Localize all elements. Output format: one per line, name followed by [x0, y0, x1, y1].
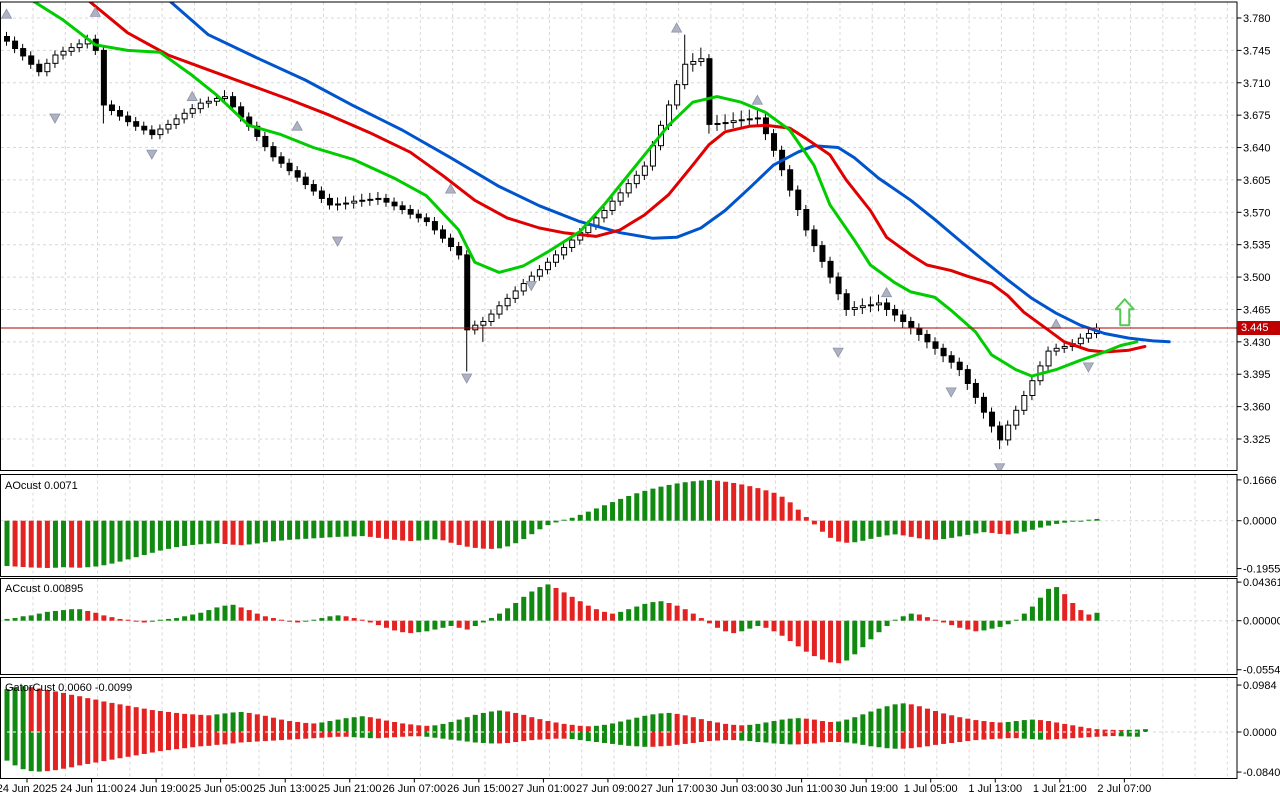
- up-fractal-icon: [751, 94, 764, 105]
- down-fractal-icon: [49, 113, 61, 124]
- buy-signal-arrow-icon: [1114, 298, 1135, 327]
- up-fractal-icon: [1050, 318, 1062, 329]
- up-fractal-icon: [186, 90, 198, 101]
- price-axis-label: 3.500: [1243, 272, 1271, 284]
- ao-axis-label: 0.1666: [1243, 475, 1277, 487]
- price-axis-label: 3.535: [1243, 240, 1271, 252]
- time-axis-label: 1 Jul 13:00: [968, 783, 1022, 795]
- down-fractal-icon: [832, 347, 844, 358]
- up-fractal-icon: [291, 120, 303, 131]
- price-axis-label: 3.745: [1243, 45, 1271, 57]
- price-axis-label: 3.710: [1243, 78, 1271, 90]
- alligator-jaw-line: [168, 2, 1171, 344]
- ao-axis-label: -0.1955: [1243, 564, 1280, 576]
- gator-axis-label: 0.0984: [1243, 680, 1277, 692]
- price-axis-label: 3.465: [1243, 304, 1271, 316]
- time-axis-label: 30 Jun 19:00: [834, 783, 898, 795]
- gator-upper-histogram: [4, 686, 1148, 732]
- current-price-badge: 3.445: [1237, 321, 1280, 335]
- gator-indicator-label: GatorCust 0.0060 -0.0099: [5, 682, 133, 694]
- time-axis-label: 25 Jun 13:00: [253, 783, 317, 795]
- time-axis-label: 26 Jun 15:00: [447, 783, 511, 795]
- up-fractal-icon: [89, 6, 101, 17]
- panel-borders: [0, 1, 1238, 779]
- time-axis-label: 25 Jun 21:00: [318, 783, 382, 795]
- alligator-lips-line: [31, 2, 1139, 378]
- ac-axis-label: 0.04361: [1243, 577, 1280, 589]
- up-fractal-icon: [444, 183, 457, 194]
- time-axis-label: 1 Jul 21:00: [1033, 783, 1087, 795]
- price-axis-label: 3.780: [1243, 13, 1271, 25]
- price-axis-label: 3.640: [1243, 143, 1271, 155]
- ac-axis-label: 0.00000: [1243, 616, 1280, 628]
- up-fractal-icon: [1, 8, 13, 19]
- price-axis[interactable]: 3.780 3.745 3.710 3.675 3.640 3.605 3.570 3.535…: [1237, 13, 1280, 779]
- down-fractal-icon: [146, 149, 158, 160]
- ao-indicator-label: AOcust 0.0071: [5, 480, 78, 492]
- time-axis[interactable]: 24 Jun 2025 24 Jun 11:00 24 Jun 19:00 25 Ju…: [0, 778, 1151, 796]
- time-axis-label: 27 Jun 17:00: [641, 783, 705, 795]
- alligator-teeth-line: [87, 2, 1147, 354]
- down-fractal-icon: [993, 463, 1006, 471]
- down-fractal-icon: [461, 373, 473, 384]
- time-axis-label: 27 Jun 09:00: [576, 783, 640, 795]
- down-fractal-icon: [331, 236, 344, 247]
- time-axis-label: 24 Jun 2025: [0, 783, 57, 795]
- price-axis-label: 3.395: [1243, 369, 1271, 381]
- time-axis-label: 27 Jun 01:00: [512, 783, 576, 795]
- up-fractal-icon: [880, 286, 893, 298]
- candles-layer: [4, 31, 1100, 450]
- fractal-markers: [1, 6, 1095, 471]
- price-axis-label: 3.430: [1243, 337, 1271, 349]
- ac-indicator-label: ACcust 0.00895: [5, 583, 84, 595]
- price-axis-label: 3.570: [1243, 207, 1271, 219]
- price-axis-label: 3.675: [1243, 110, 1271, 122]
- time-axis-label: 25 Jun 05:00: [189, 783, 253, 795]
- up-fractal-icon: [670, 22, 683, 33]
- down-fractal-icon: [525, 281, 537, 292]
- time-axis-label: 24 Jun 11:00: [60, 783, 123, 795]
- price-axis-label: 3.360: [1243, 402, 1271, 414]
- price-panel[interactable]: [1, 0, 1237, 473]
- ao-histogram: [4, 480, 1100, 568]
- price-axis-label: 3.605: [1243, 175, 1271, 187]
- down-fractal-icon: [1082, 362, 1095, 373]
- time-axis-label: 2 Jul 07:00: [1097, 783, 1151, 795]
- time-axis-label: 30 Jun 03:00: [705, 783, 769, 795]
- gator-axis-label: -0.0840: [1243, 767, 1280, 779]
- time-axis-label: 30 Jun 11:00: [770, 783, 833, 795]
- gator-lower-histogram: [4, 732, 1140, 772]
- ao-axis-label: 0.0000: [1243, 516, 1277, 528]
- time-axis-label: 24 Jun 19:00: [124, 783, 188, 795]
- time-axis-label: 1 Jul 05:00: [904, 783, 958, 795]
- time-axis-label: 26 Jun 07:00: [382, 783, 446, 795]
- gator-axis-label: 0.0000: [1243, 727, 1277, 739]
- price-axis-label: 3.325: [1243, 434, 1271, 446]
- down-fractal-icon: [945, 387, 957, 398]
- ac-histogram: [4, 584, 1100, 664]
